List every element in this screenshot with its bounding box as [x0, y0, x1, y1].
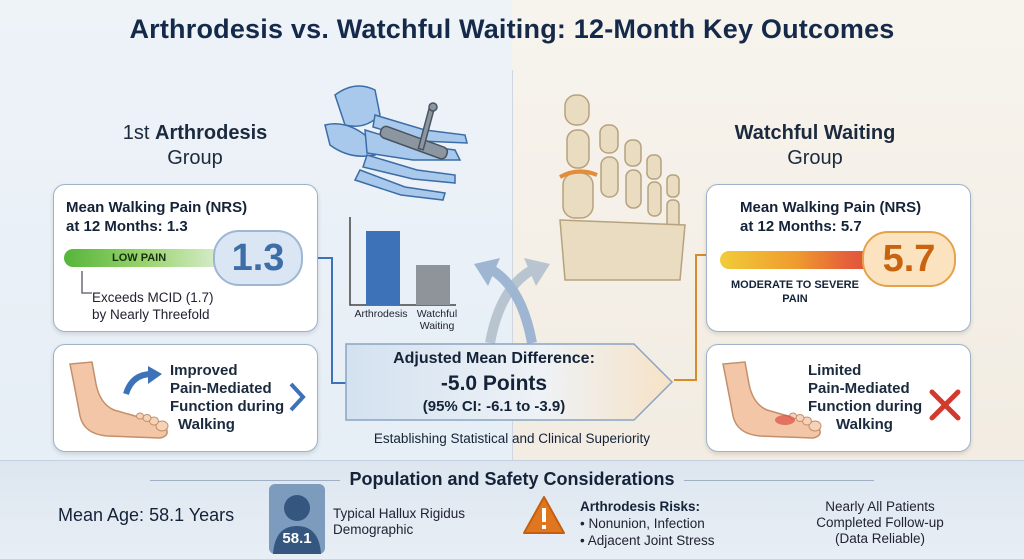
low-pain-bar — [64, 249, 244, 267]
func-line1: Limited — [808, 362, 862, 379]
func-line3: Function during — [808, 398, 923, 415]
demo-line2: Demographic — [333, 522, 414, 537]
mean-age: Mean Age: 58.1 Years — [58, 505, 235, 525]
moderate-severe-pain-bar — [720, 251, 890, 269]
arthrodesis-pain-title: Mean Walking Pain (NRS) at 12 Months: 1.… — [66, 198, 247, 236]
note-line1: Exceeds MCID (1.7) — [92, 290, 214, 305]
arthrodesis-function-text: Improved Pain-Mediated Function during W… — [170, 362, 284, 434]
title-line2: at 12 Months: 1.3 — [66, 218, 188, 235]
title-line2: at 12 Months: 5.7 — [740, 218, 862, 235]
painful-foot-icon — [722, 361, 822, 439]
title-line1: Mean Walking Pain (NRS) — [740, 199, 922, 216]
watchful-function-text: Limited Pain-Mediated Function during Wa… — [808, 362, 922, 434]
label-line1: Watchful — [416, 308, 458, 320]
chart-label-arthrodesis: Arthrodesis — [354, 308, 408, 320]
followup-line3: (Data Reliable) — [834, 531, 926, 546]
watchful-group-heading: Watchful Waiting Group — [710, 121, 920, 171]
foot-icon — [69, 361, 169, 439]
risks-title: Arthrodesis Risks: — [580, 499, 701, 514]
heading-rule-right — [684, 480, 874, 481]
heading-strong: Watchful Waiting — [734, 122, 896, 144]
label-line1: MODERATE TO SEVERE — [731, 279, 859, 291]
title-line1: Mean Walking Pain (NRS) — [66, 199, 248, 216]
page-title: Arthrodesis vs. Watchful Waiting: 12-Mon… — [129, 14, 895, 44]
note-connector — [81, 271, 92, 294]
heading-rule-left — [150, 480, 340, 481]
note-line2: by Nearly Threefold — [92, 307, 210, 322]
moderate-severe-label: MODERATE TO SEVERE PAIN — [725, 278, 865, 306]
population-safety-panel — [0, 460, 1024, 559]
heading-line2: Group — [787, 147, 843, 169]
cross-icon — [929, 389, 961, 421]
foot-plate-illustration — [324, 85, 468, 201]
chart-label-watchful: Watchful Waiting — [410, 308, 464, 332]
label-line2: PAIN — [782, 293, 808, 305]
arthrodesis-value-badge: 1.3 — [213, 230, 303, 286]
func-line2: Pain-Mediated — [170, 380, 272, 397]
heading-prefix: 1st — [122, 122, 155, 144]
difference-ci: (95% CI: -6.1 to -3.9) — [422, 398, 566, 415]
func-line3: Function during — [170, 398, 285, 415]
superiority-text: Establishing Statistical and Clinical Su… — [373, 431, 651, 446]
demo-line1: Typical Hallux Rigidus — [333, 506, 466, 521]
watchful-pain-title: Mean Walking Pain (NRS) at 12 Months: 5.… — [740, 198, 921, 236]
func-line4: Walking — [178, 416, 235, 433]
difference-value: -5.0 Points — [440, 372, 548, 395]
improvement-arrow-icon — [123, 366, 162, 395]
watchful-waiting-bar — [416, 265, 450, 305]
person-avatar-icon — [269, 484, 325, 554]
right-connector-line — [674, 254, 708, 381]
func-line4: Walking — [836, 416, 893, 433]
arthrodesis-bar — [366, 231, 400, 305]
center-divider — [512, 70, 513, 460]
func-line2: Pain-Mediated — [808, 380, 910, 397]
func-line1: Improved — [170, 362, 238, 379]
curved-arrows-icon — [474, 258, 550, 344]
mean-difference-arrow — [345, 343, 674, 421]
warning-icon — [523, 496, 565, 534]
risk-item: • Nonunion, Infection — [580, 516, 705, 531]
chevron-right-icon — [289, 382, 306, 412]
population-heading: Population and Safety Considerations — [349, 469, 675, 489]
risk-item: • Adjacent Joint Stress — [580, 533, 715, 548]
mini-bar-chart — [349, 217, 456, 306]
avatar-age-label: 58.1 — [282, 530, 312, 547]
watchful-value-badge: 5.7 — [862, 231, 956, 287]
demographic-text: Typical Hallux Rigidus Demographic — [333, 506, 465, 538]
followup-line1: Nearly All Patients — [825, 499, 935, 514]
difference-title: Adjusted Mean Difference: — [393, 350, 595, 367]
toe-bones-illustration — [559, 94, 686, 281]
heading-line2: Group — [167, 147, 223, 169]
arthrodesis-group-heading: 1st Arthrodesis Group — [90, 121, 300, 171]
label-line2: Waiting — [419, 320, 455, 332]
low-pain-label: LOW PAIN — [112, 252, 167, 264]
followup-line2: Completed Follow-up — [816, 515, 944, 530]
mcid-note: Exceeds MCID (1.7) by Nearly Threefold — [92, 289, 214, 323]
followup-text: Nearly All Patients Completed Follow-up … — [780, 499, 980, 547]
heading-strong: Arthrodesis — [155, 122, 268, 144]
